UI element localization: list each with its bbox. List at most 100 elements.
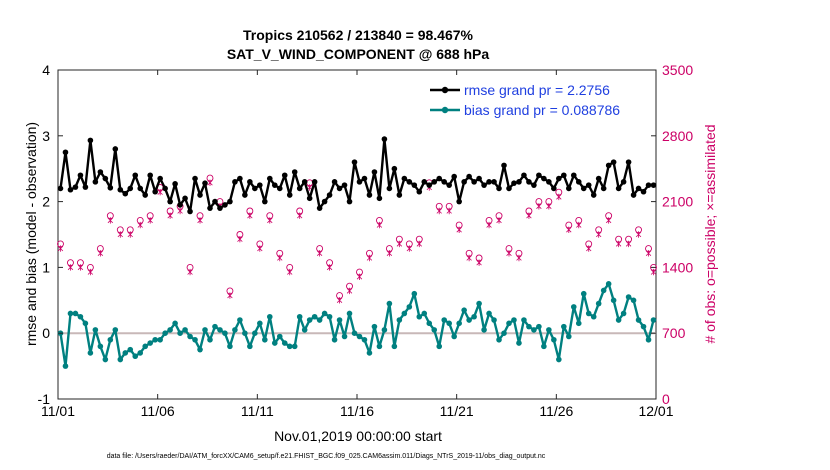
rmse-point (271, 182, 278, 188)
bias-point (620, 310, 627, 317)
rmse-point (306, 195, 313, 202)
rmse-point (366, 192, 373, 198)
x-tick-label: 11/01 (41, 403, 75, 419)
bias-point (167, 327, 173, 333)
bias-point (62, 363, 69, 369)
obs-assimilated-point (277, 254, 283, 262)
rmse-point (281, 172, 288, 179)
bias-point (630, 297, 637, 304)
bias-point (476, 300, 482, 307)
rmse-point (162, 185, 168, 192)
bias-point (650, 317, 657, 323)
obs-assimilated-point (107, 217, 114, 224)
rmse-point (386, 185, 393, 192)
obs-count-group (57, 174, 657, 304)
bias-point (187, 333, 193, 340)
y-right-tick-label: 700 (662, 325, 686, 341)
rmse-point (167, 198, 173, 205)
y-right-tick-label: 2800 (662, 128, 693, 144)
obs-assimilated-point (566, 226, 572, 233)
plot-area (57, 69, 657, 400)
bias-point (426, 320, 433, 327)
rmse-point (182, 195, 188, 202)
obs-assimilated-point (596, 231, 602, 238)
obs-assimilated-point (650, 268, 657, 276)
obs-assimilated-point (336, 297, 343, 304)
bias-point (177, 330, 183, 337)
bias-point (331, 336, 338, 343)
rmse-point (491, 179, 497, 185)
bias-point (97, 343, 104, 350)
obs-assimilated-point (635, 231, 642, 238)
obs-assimilated-point (147, 217, 153, 224)
obs-assimilated-point (157, 189, 163, 196)
obs-assimilated-point (536, 203, 542, 210)
bias-point (565, 333, 572, 340)
bias-point (570, 304, 577, 310)
rmse-point (536, 172, 542, 179)
rmse-point (237, 175, 243, 182)
rmse-point (97, 169, 104, 175)
rmse-point (565, 185, 572, 192)
bias-point (326, 313, 333, 320)
rmse-point (102, 175, 109, 182)
chart-title-line1: Tropics 210562 / 213840 = 98.467% (243, 27, 474, 43)
rmse-point (87, 137, 94, 144)
y-right-tick-label: 2100 (662, 194, 693, 210)
bias-point (202, 327, 208, 333)
rmse-point (371, 169, 378, 175)
data-file-footnote: data file: /Users/raeder/DAI/ATM_forcXX/… (107, 453, 546, 460)
rmse-point (361, 175, 368, 182)
bias-point (127, 346, 134, 353)
bias-point (252, 330, 258, 337)
rmse-point (411, 182, 418, 188)
y-left-tick-label: 0 (42, 325, 50, 341)
rmse-point (466, 173, 472, 180)
obs-assimilated-point (486, 221, 492, 229)
bias-series-group (57, 281, 657, 369)
bias-point (575, 320, 582, 327)
rmse-point (421, 179, 428, 185)
obs-assimilated-point (576, 221, 582, 229)
bias-point (232, 327, 238, 333)
obs-assimilated-point (436, 207, 442, 215)
rmse-point (461, 179, 467, 185)
bias-point (147, 340, 153, 346)
rmse-point (376, 195, 383, 202)
bias-point (137, 350, 144, 356)
rmse-point (650, 182, 657, 188)
obs-assimilated-point (127, 231, 133, 238)
rmse-point (605, 162, 612, 169)
bias-point (446, 320, 452, 327)
bias-point (391, 343, 398, 350)
rmse-point (316, 205, 323, 211)
rmse-point (516, 179, 522, 185)
bias-point (431, 327, 438, 333)
rmse-point (257, 182, 263, 188)
bias-point (486, 310, 492, 317)
obs-assimilated-point (227, 292, 233, 299)
bias-point (276, 333, 283, 340)
x-tick-label: 11/16 (340, 403, 374, 419)
obs-assimilated-point (446, 207, 452, 215)
rmse-point (157, 175, 163, 182)
rmse-point (645, 182, 652, 188)
rmse-point (321, 198, 328, 205)
bias-point (436, 343, 443, 350)
legend-box (426, 76, 648, 121)
bias-point (281, 340, 288, 346)
bias-point (102, 356, 109, 363)
obs-assimilated-point (207, 179, 213, 186)
obs-assimilated-point (526, 212, 532, 219)
y-left-tick-label: 3 (42, 128, 50, 144)
y-left-tick-label: 4 (42, 62, 50, 78)
rmse-point (506, 185, 512, 192)
bias-point (122, 350, 129, 356)
bias-point (421, 310, 428, 317)
y-right-tick-label: 0 (662, 391, 670, 407)
obs-assimilated-point (645, 250, 652, 257)
rmse-point (177, 202, 183, 208)
rmse-point (600, 185, 607, 192)
obs-assimilated-point (316, 250, 323, 257)
